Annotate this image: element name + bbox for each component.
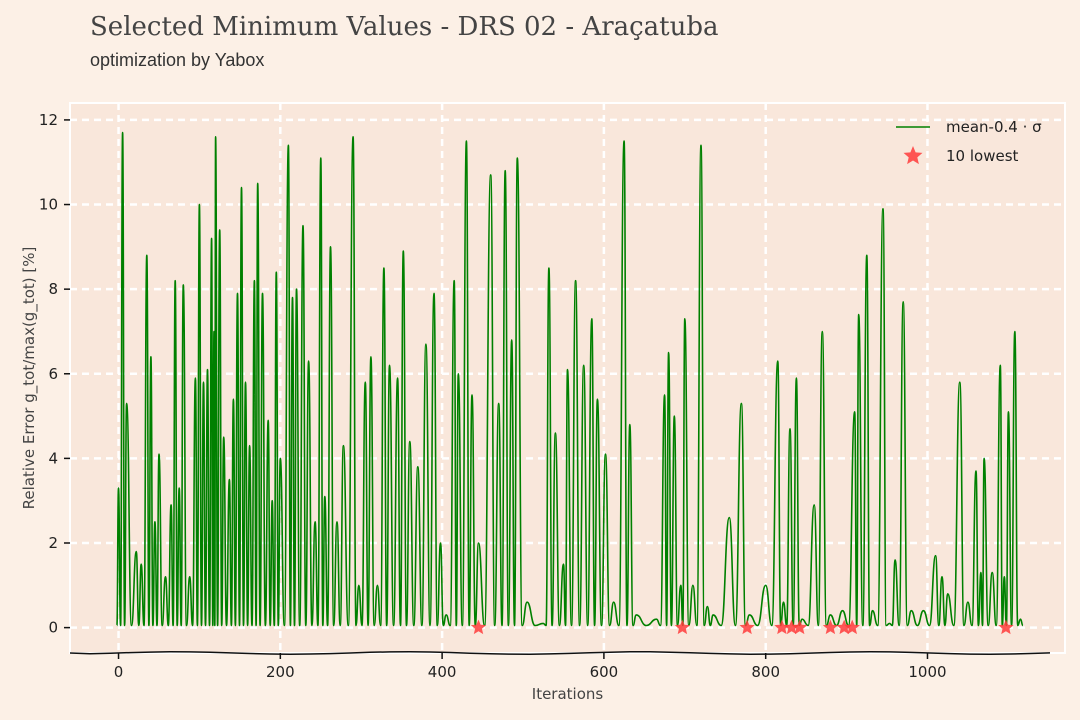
y-tick-label: 4 bbox=[48, 449, 58, 467]
x-tick-label: 600 bbox=[590, 663, 619, 681]
legend-star-swatch bbox=[903, 146, 923, 165]
marker-point bbox=[470, 619, 487, 635]
x-tick-label: 400 bbox=[428, 663, 457, 681]
x-tick-label: 200 bbox=[266, 663, 295, 681]
chart-subtitle: optimization by Yabox bbox=[90, 50, 265, 70]
series-layer bbox=[116, 131, 1024, 627]
marker-point bbox=[792, 619, 808, 635]
x-axis-ticks: 0 200 400 600 800 1000 bbox=[114, 653, 947, 681]
legend: mean-0.4 · σ 10 lowest bbox=[896, 118, 1042, 165]
x-axis-label: Iterations bbox=[532, 685, 604, 703]
chart-title: Selected Minimum Values - DRS 02 - Araça… bbox=[90, 12, 719, 42]
series-line-mean bbox=[116, 131, 1024, 627]
x-tick-label: 0 bbox=[114, 663, 124, 681]
marker-point bbox=[784, 619, 800, 635]
marker-point bbox=[774, 619, 790, 635]
marker-point bbox=[674, 619, 690, 635]
x-tick-label: 800 bbox=[751, 663, 780, 681]
x-tick-label: 1000 bbox=[908, 663, 946, 681]
y-axis-label: Relative Error g_tot/max(g_tot) [%] bbox=[20, 247, 39, 510]
marker-point bbox=[998, 619, 1014, 635]
y-tick-label: 6 bbox=[48, 365, 58, 383]
marker-point bbox=[836, 619, 852, 635]
legend-label-lowest: 10 lowest bbox=[946, 147, 1019, 165]
marker-layer bbox=[470, 619, 1014, 635]
y-tick-label: 12 bbox=[39, 111, 58, 129]
marker-point bbox=[822, 619, 838, 635]
y-tick-label: 10 bbox=[39, 196, 58, 214]
y-tick-label: 2 bbox=[48, 534, 58, 552]
y-axis-ticks: 0 2 4 6 8 10 12 bbox=[39, 111, 70, 637]
y-tick-label: 8 bbox=[48, 280, 58, 298]
marker-point bbox=[739, 619, 755, 635]
legend-label-mean: mean-0.4 · σ bbox=[946, 118, 1042, 136]
marker-point bbox=[844, 619, 860, 635]
x-axis-line bbox=[69, 651, 1051, 655]
y-tick-label: 0 bbox=[48, 619, 58, 637]
